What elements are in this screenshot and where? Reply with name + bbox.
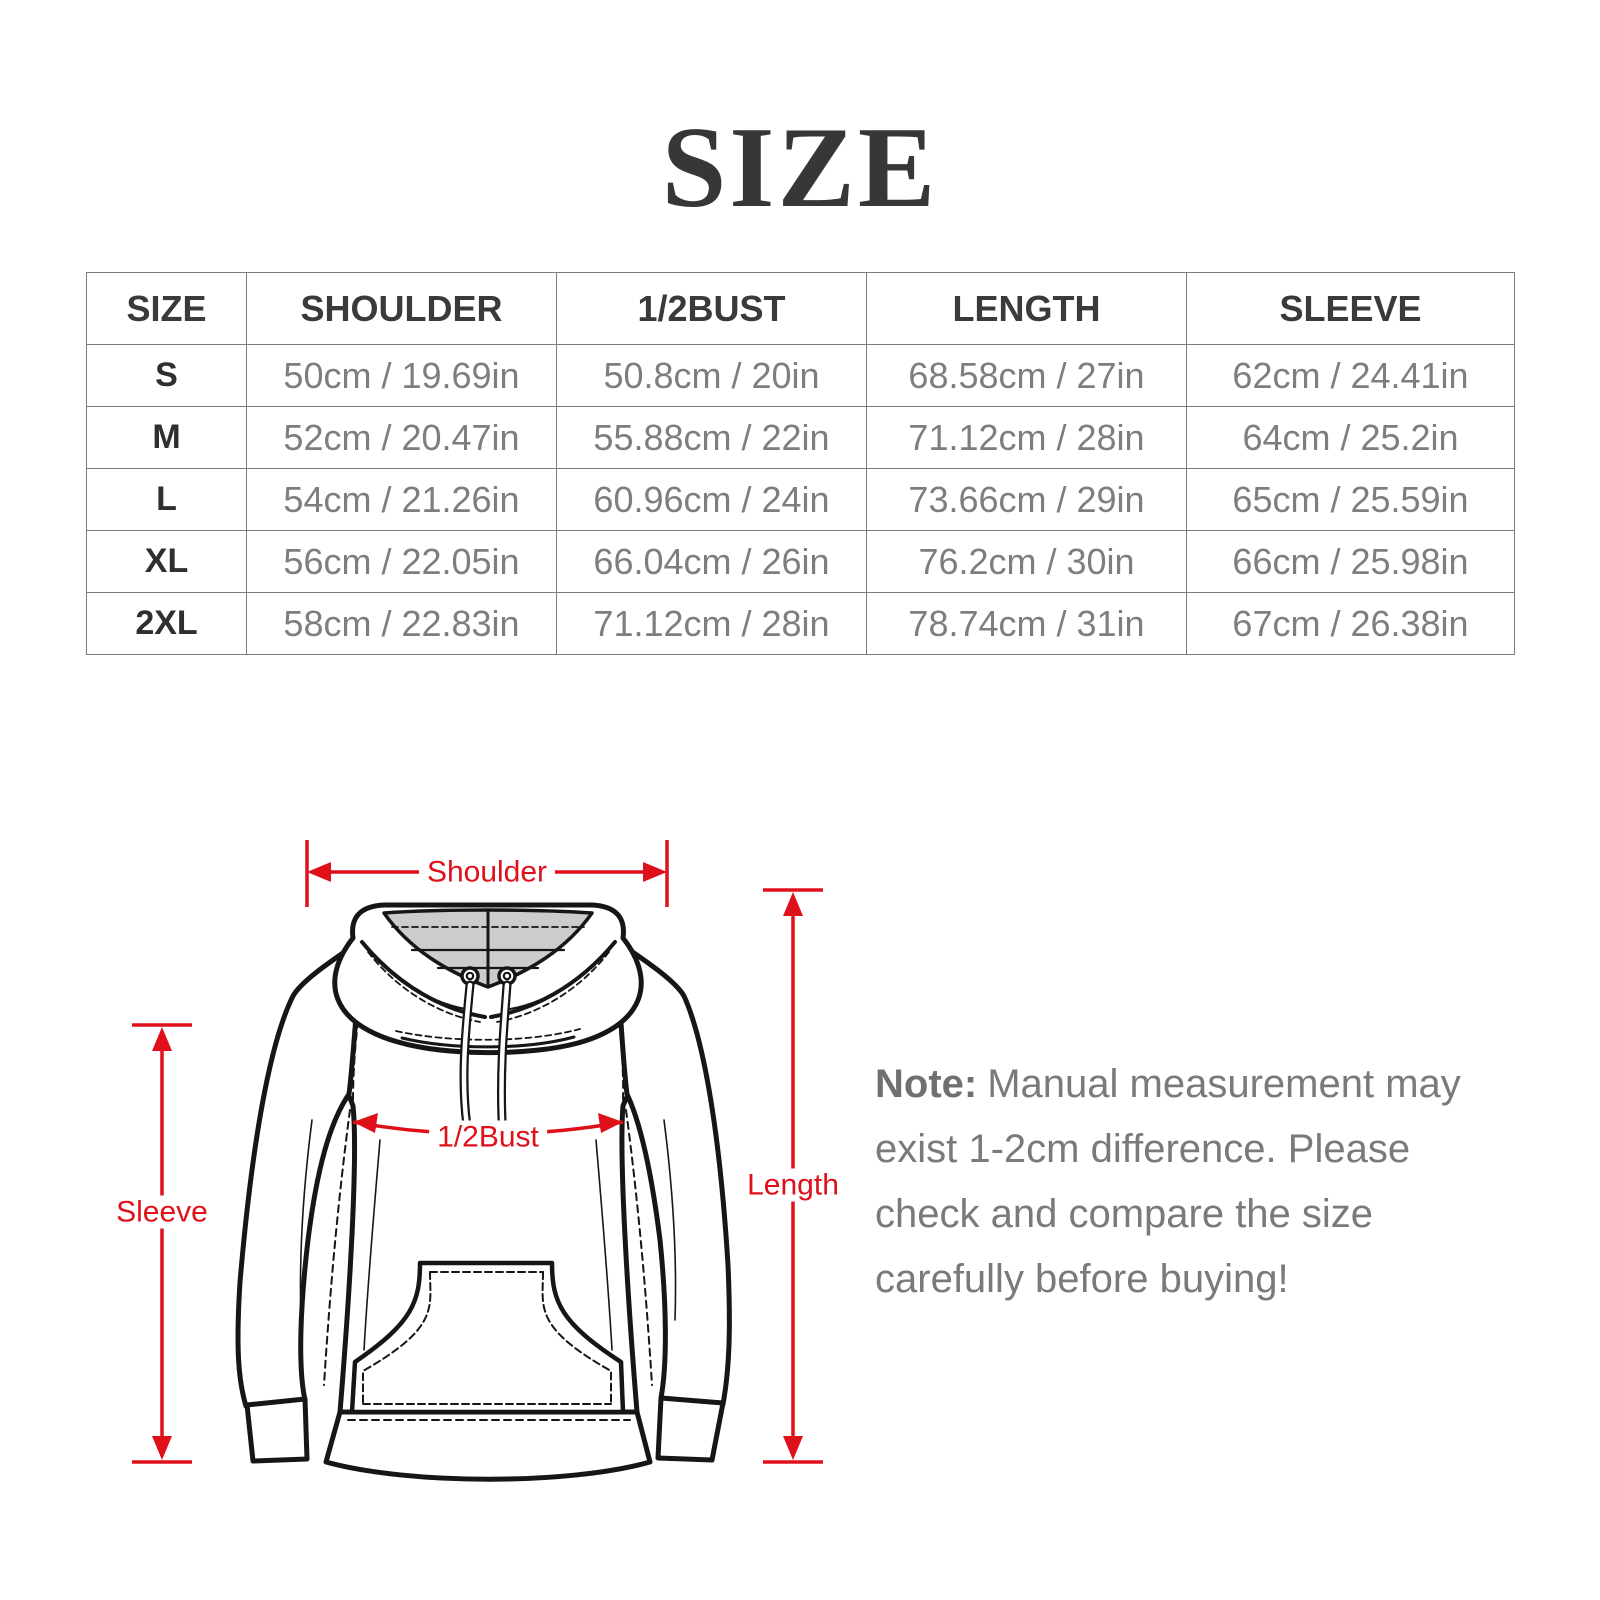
col-header-sleeve: SLEEVE — [1186, 272, 1515, 345]
size-table: SIZE SHOULDER 1/2BUST LENGTH SLEEVE S 50… — [86, 272, 1515, 655]
length-measure-label: Length — [739, 1168, 847, 1202]
row-label: S — [86, 344, 247, 407]
cell-shoulder: 58cm / 22.83in — [246, 592, 557, 655]
col-header-bust: 1/2BUST — [556, 272, 867, 345]
drawstrings — [459, 980, 512, 1131]
hoodie-hem — [323, 1409, 653, 1482]
cell-bust: 71.12cm / 28in — [556, 592, 867, 655]
cell-sleeve: 62cm / 24.41in — [1186, 344, 1515, 407]
row-label: L — [86, 468, 247, 531]
table-row: XL 56cm / 22.05in 66.04cm / 26in 76.2cm … — [86, 530, 1515, 593]
cell-length: 76.2cm / 30in — [866, 530, 1187, 593]
cell-sleeve: 65cm / 25.59in — [1186, 468, 1515, 531]
note-label: Note: — [875, 1062, 978, 1106]
cell-shoulder: 52cm / 20.47in — [246, 406, 557, 469]
col-header-length: LENGTH — [866, 272, 1187, 345]
cell-length: 71.12cm / 28in — [866, 406, 1187, 469]
hoodie-pocket — [349, 1260, 626, 1415]
table-row: M 52cm / 20.47in 55.88cm / 22in 71.12cm … — [86, 406, 1515, 469]
row-label: XL — [86, 530, 247, 593]
note-line: Note: Manual measurement may — [875, 1062, 1461, 1106]
hoodie-measurement-diagram — [132, 840, 823, 1482]
table-row: 2XL 58cm / 22.83in 71.12cm / 28in 78.74c… — [86, 592, 1515, 655]
hoodie-right-cuff — [655, 1395, 726, 1463]
hoodie-left-cuff — [244, 1396, 310, 1464]
cell-length: 68.58cm / 27in — [866, 344, 1187, 407]
table-row: L 54cm / 21.26in 60.96cm / 24in 73.66cm … — [86, 468, 1515, 531]
bust-measure-label: 1/2Bust — [429, 1120, 547, 1154]
table-header-row: SIZE SHOULDER 1/2BUST LENGTH SLEEVE — [86, 272, 1515, 345]
sleeve-measure-label: Sleeve — [108, 1195, 216, 1229]
table-row: S 50cm / 19.69in 50.8cm / 20in 68.58cm /… — [86, 344, 1515, 407]
note-text: Note: Manual measurement may exist 1-2cm … — [875, 1052, 1500, 1312]
cell-shoulder: 54cm / 21.26in — [246, 468, 557, 531]
col-header-shoulder: SHOULDER — [246, 272, 557, 345]
cell-bust: 55.88cm / 22in — [556, 406, 867, 469]
cell-bust: 60.96cm / 24in — [556, 468, 867, 531]
cell-length: 73.66cm / 29in — [866, 468, 1187, 531]
cell-bust: 66.04cm / 26in — [556, 530, 867, 593]
note-line: exist 1-2cm difference. Please — [875, 1127, 1411, 1171]
sleeve-arrow — [132, 1023, 192, 1464]
cell-shoulder: 56cm / 22.05in — [246, 530, 557, 593]
cell-sleeve: 66cm / 25.98in — [1186, 530, 1515, 593]
cell-bust: 50.8cm / 20in — [556, 344, 867, 407]
note-line: carefully before buying! — [875, 1257, 1289, 1301]
row-label: M — [86, 406, 247, 469]
page-title: SIZE — [661, 104, 939, 232]
note-line: check and compare the size — [875, 1192, 1374, 1236]
col-header-size: SIZE — [86, 272, 247, 345]
cell-sleeve: 64cm / 25.2in — [1186, 406, 1515, 469]
cell-length: 78.74cm / 31in — [866, 592, 1187, 655]
hoodie-illustration — [235, 902, 732, 1482]
shoulder-measure-label: Shoulder — [418, 855, 556, 889]
cell-shoulder: 50cm / 19.69in — [246, 344, 557, 407]
cell-sleeve: 67cm / 26.38in — [1186, 592, 1515, 655]
row-label: 2XL — [86, 592, 247, 655]
